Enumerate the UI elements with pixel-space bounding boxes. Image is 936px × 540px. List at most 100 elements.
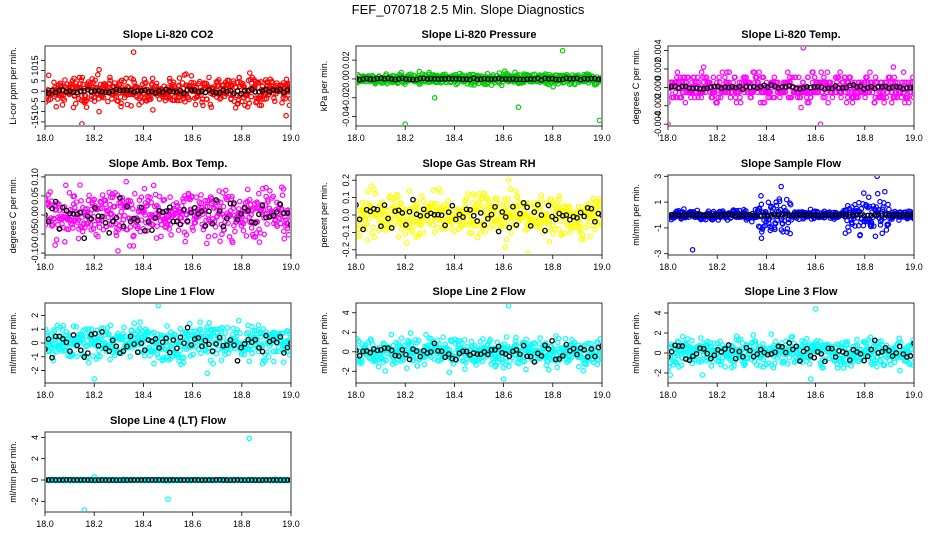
y-tick-label: 0.004	[653, 39, 663, 62]
reference-point	[549, 337, 555, 344]
data-point	[415, 337, 422, 344]
reference-point	[117, 195, 123, 201]
reference-point	[460, 76, 466, 83]
data-point	[861, 79, 868, 86]
data-point	[190, 351, 197, 358]
data-point	[93, 356, 100, 362]
reference-point	[152, 215, 159, 221]
data-point	[545, 221, 552, 228]
reference-point	[120, 87, 127, 94]
reference-point	[452, 75, 459, 82]
data-point	[265, 354, 272, 360]
reference-point	[181, 340, 187, 347]
data-point	[128, 103, 134, 109]
data-point	[51, 328, 58, 335]
data-point	[193, 194, 200, 201]
data-point	[466, 230, 473, 236]
data-point	[288, 213, 290, 219]
data-point	[857, 232, 863, 239]
reference-point	[424, 76, 431, 82]
data-point	[910, 212, 913, 219]
data-point	[149, 75, 156, 82]
data-point	[772, 226, 778, 233]
reference-point	[481, 222, 488, 228]
reference-point	[149, 227, 155, 233]
data-point	[264, 221, 270, 227]
reference-point	[811, 212, 818, 218]
y-axis-label: kPa per min.	[319, 61, 329, 112]
data-point	[807, 94, 814, 101]
data-point	[737, 99, 744, 106]
reference-point	[241, 204, 248, 211]
reference-point	[46, 336, 52, 342]
reference-point	[252, 89, 259, 95]
reference-point	[764, 84, 771, 91]
x-tick-label: 18.2	[85, 390, 103, 400]
reference-point	[284, 86, 290, 93]
reference-point	[693, 85, 700, 92]
data-point	[107, 74, 113, 81]
data-point	[505, 304, 512, 309]
reference-point	[829, 212, 835, 218]
data-point	[274, 223, 281, 230]
plot-frame	[355, 302, 603, 384]
reference-point	[675, 212, 682, 218]
reference-point	[77, 209, 84, 216]
reference-point	[793, 212, 800, 218]
data-point	[870, 223, 877, 229]
reference-point	[725, 84, 732, 91]
y-tick-label: -10	[30, 105, 40, 118]
reference-point	[485, 76, 491, 82]
y-tick-label: -3	[653, 250, 663, 258]
data-point	[236, 74, 243, 81]
data-point	[119, 195, 126, 201]
data-point	[523, 336, 530, 343]
data-point	[88, 326, 95, 332]
data-point	[399, 222, 406, 229]
x-tick-label: 18.4	[758, 133, 776, 143]
data-point	[223, 187, 229, 194]
reference-point	[513, 76, 520, 83]
data-point	[487, 336, 494, 343]
data-point	[280, 186, 287, 192]
y-tick-label: 0.002	[653, 58, 663, 81]
reference-point	[223, 342, 230, 348]
data-point	[689, 79, 695, 86]
data-point	[497, 201, 504, 207]
data-point	[737, 94, 743, 101]
reference-point	[889, 212, 896, 219]
data-point	[491, 207, 498, 213]
data-point	[73, 323, 80, 330]
data-point	[867, 69, 873, 76]
reference-point	[679, 83, 686, 90]
reference-point	[102, 89, 109, 96]
reference-point	[707, 212, 714, 218]
data-point	[91, 98, 98, 104]
data-point	[909, 79, 913, 86]
reference-point	[81, 235, 88, 242]
x-tick-label: 18.0	[659, 133, 677, 143]
data-point	[588, 213, 595, 220]
data-point	[260, 357, 267, 364]
reference-point	[567, 75, 573, 82]
y-tick-label: -0.02	[341, 88, 351, 109]
data-point	[258, 79, 264, 85]
data-point	[776, 198, 783, 205]
data-point	[249, 350, 256, 357]
data-point	[465, 191, 471, 197]
x-tick-label: 19.0	[593, 133, 611, 143]
data-point	[53, 237, 60, 243]
reference-point	[152, 336, 159, 342]
data-point	[911, 79, 913, 85]
reference-point	[481, 75, 488, 82]
reference-point	[263, 332, 269, 339]
reference-point	[63, 339, 70, 346]
reference-point	[879, 212, 885, 219]
reference-point	[374, 347, 381, 354]
data-point	[500, 376, 507, 382]
data-point	[384, 80, 391, 87]
data-point	[256, 226, 262, 233]
reference-point	[145, 219, 152, 225]
